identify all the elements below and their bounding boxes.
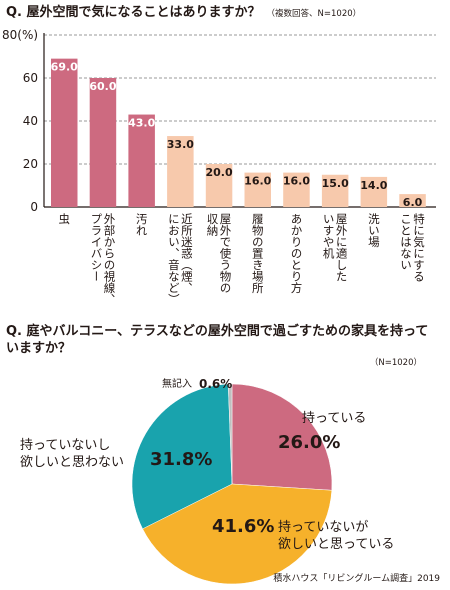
bar — [167, 136, 194, 207]
pie-value-label: 0.6% — [199, 377, 232, 391]
source-note: 積水ハウス「リビングルーム調査」2019 — [273, 574, 440, 584]
pie-chart-title: Q. 庭やバルコニー、テラスなどの屋外空間で過ごすための家具を持っていますか？ — [6, 324, 429, 356]
x-category-label: 履物の置き場所 — [251, 213, 265, 294]
bar-value-label: 15.0 — [322, 177, 349, 190]
y-tick-label: 60 — [23, 71, 38, 85]
y-tick-label: 80(%) — [2, 28, 38, 42]
bar-value-label: 43.0 — [128, 117, 155, 130]
pie-value-label: 41.6% — [212, 516, 274, 537]
bar — [244, 172, 271, 207]
x-category-label: 汚れ — [135, 213, 149, 236]
y-tick-label: 20 — [23, 157, 38, 171]
x-category-label: 特に気にする — [412, 212, 426, 282]
x-category-label: プライバシー — [89, 213, 103, 282]
bar-chart-subtitle: （複数回答、N=1020） — [266, 9, 362, 19]
x-category-label: 収納 — [206, 213, 220, 237]
bar — [399, 194, 426, 207]
bar-chart-title: Q. 屋外空間で気になることはありますか？ （複数回答、N=1020） — [6, 5, 362, 20]
x-category-label: 洗い場 — [367, 213, 381, 248]
x-category-label: におい、音など） — [167, 213, 181, 305]
pie-slice — [142, 483, 333, 585]
bar — [51, 58, 78, 208]
bar-chart: 0 20 40 60 80(%) 69.0 虫 60.0 外部からの視線、プライバシー 43.0 汚… — [2, 28, 436, 305]
bar-value-label: 16.0 — [244, 175, 271, 188]
pie-chart-note: （N=1020） — [369, 358, 422, 368]
bar — [360, 176, 388, 207]
bar — [283, 172, 310, 207]
bar-value-label: 60.0 — [89, 80, 116, 93]
x-category-label: 近所迷惑（煙、 — [180, 213, 194, 294]
pie-slice — [231, 383, 333, 491]
bar — [205, 164, 233, 207]
pie-slice-label: 欲しいと思っている — [278, 536, 394, 552]
y-tick-label: 40 — [23, 114, 38, 128]
x-category-label: 屋外に適した — [335, 213, 349, 282]
pie-slice-label: 欲しいと思わない — [20, 454, 124, 470]
x-category-label: 虫 — [57, 213, 71, 225]
bar — [89, 78, 117, 207]
x-category-label: 屋外で使う物の — [219, 213, 233, 294]
bar — [128, 114, 155, 207]
x-category-label: 外部からの視線、 — [102, 213, 116, 305]
pie-slice — [131, 383, 233, 530]
bar-value-label: 20.0 — [205, 166, 232, 179]
y-tick-label: 0 — [30, 200, 38, 214]
pie-slice — [227, 383, 233, 485]
x-category-label: あかりのとり方 — [289, 213, 303, 294]
bar-value-label: 33.0 — [167, 138, 194, 151]
bar-value-label: 14.0 — [360, 179, 387, 192]
x-category-label: いすや机 — [322, 213, 336, 259]
x-category-label: ことはない — [399, 213, 413, 271]
pie-value-label: 31.8% — [150, 449, 212, 470]
pie-slice-label: 持っていないが — [278, 520, 368, 535]
bar-value-label: 16.0 — [283, 175, 310, 188]
pie-slice-label: 持っている — [302, 411, 366, 426]
bar-value-label: 6.0 — [403, 196, 423, 209]
bar — [321, 174, 349, 207]
bar-value-label: 69.0 — [51, 61, 78, 74]
pie-slice-label: 無記入 — [162, 377, 192, 390]
pie-slice-label: 持っていないし — [20, 438, 110, 453]
pie-value-label: 26.0% — [278, 432, 340, 453]
